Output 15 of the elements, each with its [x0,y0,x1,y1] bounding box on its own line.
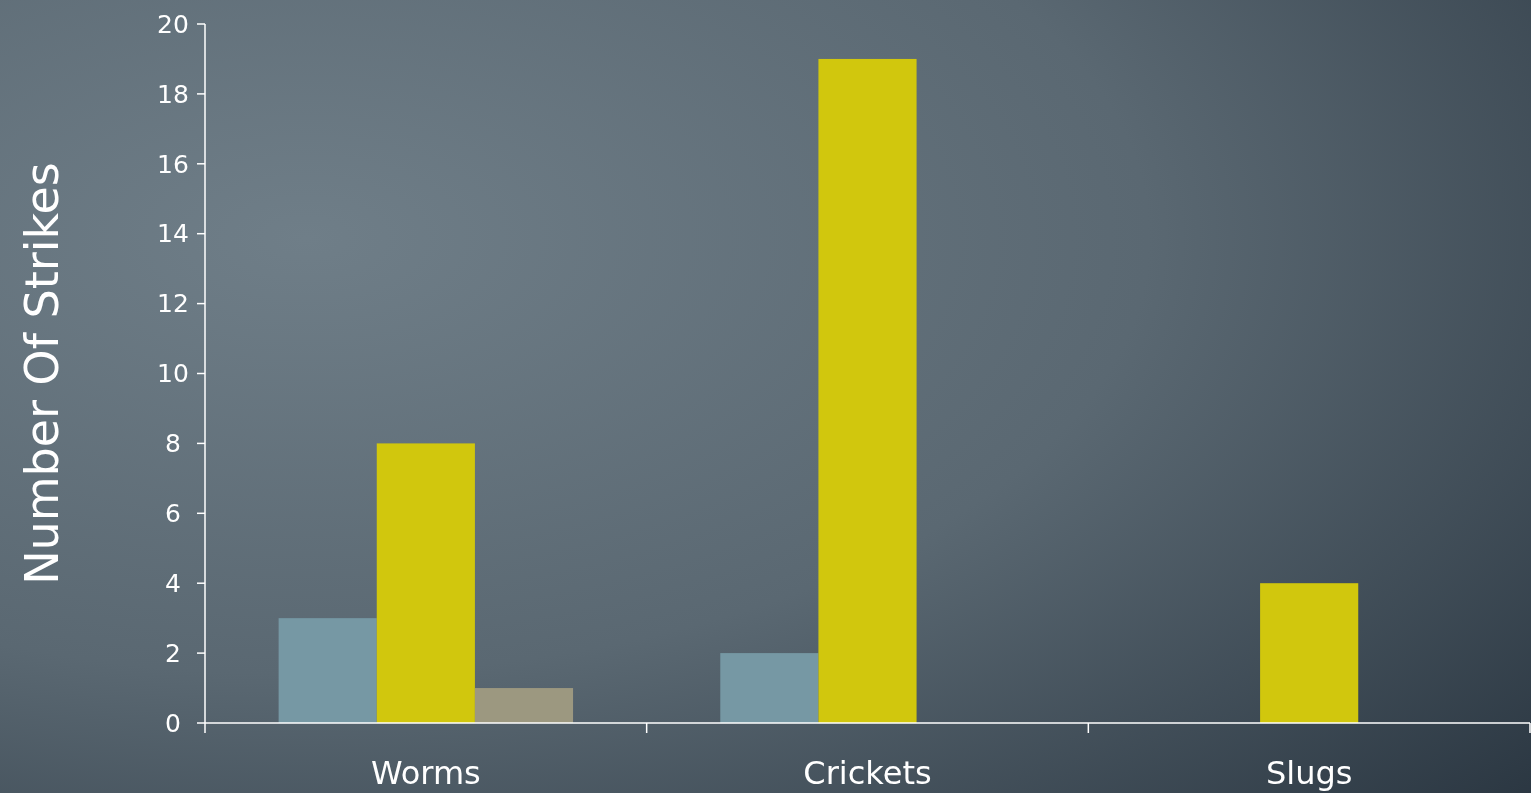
y-tick-label: 10 [157,359,189,389]
y-axis-title: Number Of Strikes [15,162,69,585]
y-tick-label: 14 [157,219,189,249]
x-tick-label: Crickets [803,754,932,792]
y-tick-label: 16 [157,149,189,179]
y-tick-label: 0 [165,708,181,738]
y-tick-label: 6 [165,499,181,529]
x-tick-label: Slugs [1265,754,1353,792]
y-tick-label: 2 [165,638,181,668]
y-tick-label: 12 [157,289,189,319]
y-tick-label: 8 [165,429,181,459]
x-tick-label: Worms [370,754,481,792]
y-tick-label: 4 [165,568,181,598]
y-tick-label: 18 [157,79,189,109]
y-tick-label: 20 [157,9,189,39]
